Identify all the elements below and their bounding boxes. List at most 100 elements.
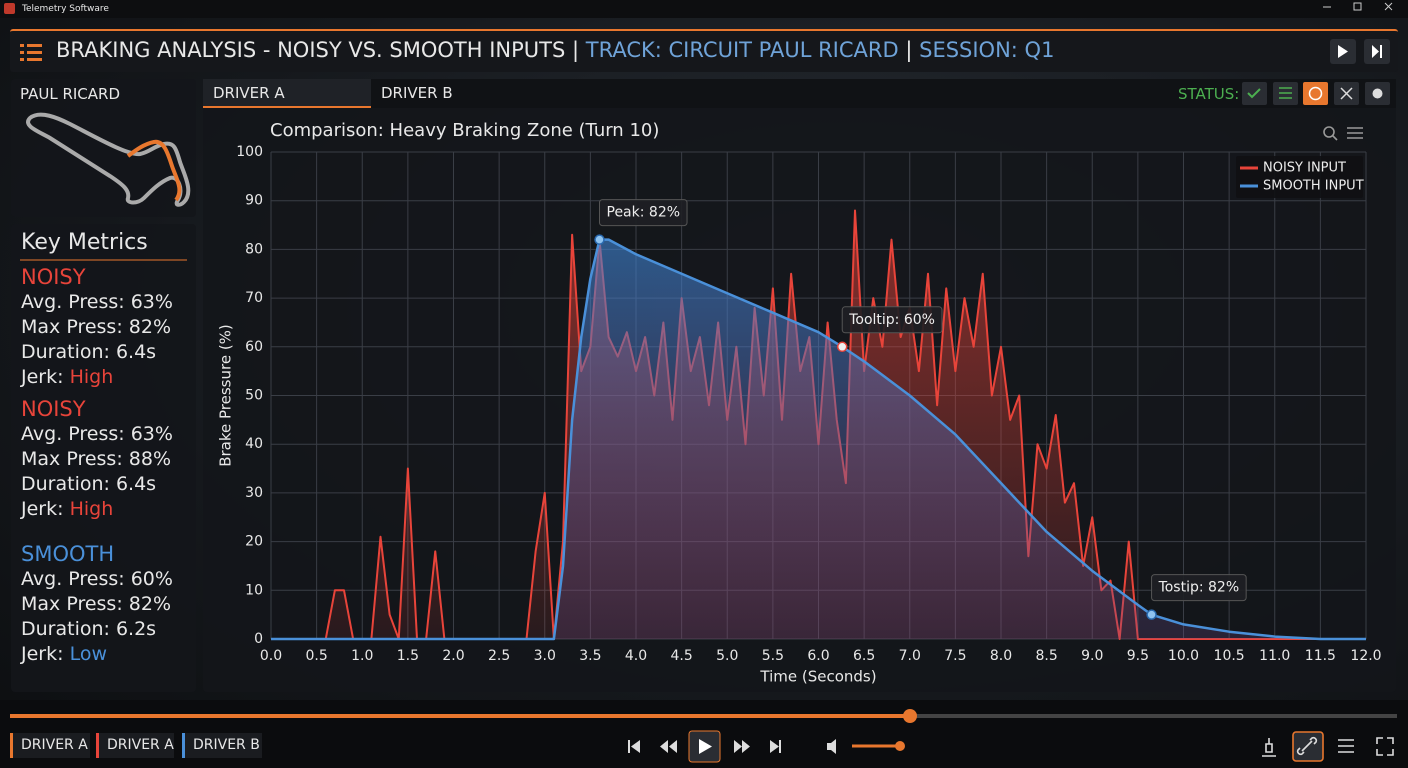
y-tick-label: 20	[245, 534, 263, 550]
annotation-text: Tooltip: 60%	[848, 312, 935, 328]
annotation-box	[599, 199, 688, 227]
track-map	[26, 112, 191, 207]
volume-handle[interactable]	[895, 741, 905, 751]
window-title: Telemetry Software	[22, 4, 109, 14]
title: BRAKING ANALYSIS - NOISY VS. SMOOTH INPU…	[56, 38, 566, 62]
x-tick-label: 3.0	[534, 648, 556, 664]
metric: Avg. Press: 63%	[21, 423, 173, 445]
title-bar: Telemetry Software	[0, 0, 1408, 18]
annotation-text: Peak: 82%	[607, 205, 681, 221]
jerk-label: Jerk:	[21, 498, 64, 520]
window-controls[interactable]	[1323, 2, 1393, 11]
header: BRAKING ANALYSIS - NOISY VS. SMOOTH INPU…	[10, 29, 1398, 72]
annotation-point	[836, 341, 848, 353]
y-tick-label: 80	[245, 241, 263, 257]
metric-group: NOISY Avg. Press: 63% Max Press: 88% Durati…	[21, 397, 173, 522]
x-tick-label: 10.5	[1214, 648, 1245, 664]
next-icon	[1372, 45, 1382, 58]
metric: Avg. Press: 63%	[21, 291, 173, 313]
metric: Duration: 6.4s	[21, 341, 157, 363]
tabs: DRIVER A DRIVER B STATUS:	[203, 79, 1396, 108]
metrics: Key Metrics NOISY Avg. Press: 63% Max Press…	[21, 230, 173, 667]
toolbar-icons[interactable]	[1262, 731, 1394, 762]
y-axis-label: Brake Pressure (%)	[217, 324, 235, 467]
x-tick-label: 7.0	[899, 648, 921, 664]
legend-box	[1236, 156, 1363, 198]
y-tick-label: 0	[254, 631, 263, 647]
x-tick-label: 6.0	[807, 648, 829, 664]
metric: Max Press: 88%	[21, 448, 171, 470]
x-tick-label: 1.5	[397, 648, 419, 664]
annotation: Peak: 82%	[599, 199, 688, 227]
legend: NOISY INPUT SMOOTH INPUT	[1236, 156, 1364, 198]
chart-title: Comparison: Heavy Braking Zone (Turn 10)	[270, 120, 659, 141]
status-icons[interactable]	[1242, 82, 1390, 105]
chip[interactable]: DRIVER A	[96, 733, 174, 758]
annotation-point	[1146, 609, 1157, 620]
group-name: NOISY	[21, 265, 86, 289]
separator: |	[905, 38, 913, 62]
annotation: Tostip: 82%	[1151, 574, 1247, 602]
metric-group: NOISY Avg. Press: 63% Max Press: 82% Durati…	[21, 265, 173, 390]
x-tick-label: 11.5	[1305, 648, 1336, 664]
x-tick-label: 12.0	[1350, 648, 1381, 664]
jerk: Jerk: High	[21, 497, 173, 522]
jerk-value: High	[69, 498, 114, 520]
chip[interactable]: DRIVER B	[182, 733, 262, 758]
transport-controls[interactable]	[628, 730, 836, 763]
x-tick-label: 5.5	[762, 648, 784, 664]
metric: Avg. Press: 60%	[21, 568, 173, 590]
jerk-label: Jerk:	[21, 643, 64, 665]
x-tick-label: 9.0	[1081, 648, 1103, 664]
x-tick-label: 10.0	[1168, 648, 1199, 664]
y-tick-label: 60	[245, 339, 263, 355]
x-tick-label: 0.5	[305, 648, 327, 664]
session: SESSION: Q1	[919, 38, 1055, 62]
y-tick-label: 40	[245, 436, 263, 452]
metric: Max Press: 82%	[21, 593, 171, 615]
y-tick-label: 30	[245, 485, 263, 501]
x-tick-label: 8.5	[1035, 648, 1057, 664]
tab[interactable]: DRIVER A	[203, 79, 371, 108]
y-tick-label: 50	[245, 388, 263, 404]
x-tick-label: 7.5	[944, 648, 966, 664]
jerk: Jerk: High	[21, 365, 173, 390]
metric-group: SMOOTH Avg. Press: 60% Max Press: 82% Durat…	[21, 542, 173, 667]
separator: |	[572, 38, 580, 62]
menu-icon[interactable]	[20, 44, 42, 61]
jerk-value: High	[69, 366, 114, 388]
header-title: BRAKING ANALYSIS - NOISY VS. SMOOTH INPU…	[56, 38, 1054, 62]
annotation-text: Tostip: 82%	[1158, 580, 1240, 596]
tab[interactable]: DRIVER B	[381, 84, 453, 102]
track-sector	[126, 139, 182, 202]
annotation: Tooltip: 60%	[841, 306, 943, 334]
metric: Duration: 6.4s	[21, 473, 157, 495]
x-tick-label: 4.5	[670, 648, 692, 664]
status-label: STATUS:	[1178, 85, 1240, 103]
track-name: PAUL RICARD	[20, 85, 121, 103]
x-tick-label: 3.5	[579, 648, 601, 664]
x-tick-label: 2.5	[488, 648, 510, 664]
metric: Max Press: 82%	[21, 316, 171, 338]
annotation-box	[841, 306, 943, 334]
x-axis-label: Time (Seconds)	[759, 668, 876, 686]
x-tick-label: 5.0	[716, 648, 738, 664]
chip[interactable]: DRIVER A	[10, 733, 90, 758]
annotation-box	[1151, 574, 1247, 602]
x-tick-label: 1.0	[351, 648, 373, 664]
legend-label: SMOOTH INPUT	[1263, 179, 1364, 194]
area	[271, 239, 1366, 639]
play-icon	[1338, 45, 1348, 58]
area	[271, 210, 1366, 639]
chart-tools[interactable]	[1323, 126, 1363, 141]
jerk-label: Jerk:	[21, 366, 64, 388]
metric: Duration: 6.2s	[21, 618, 157, 640]
y-tick-label: 70	[245, 290, 263, 306]
track: TRACK: CIRCUIT PAUL RICARD	[585, 38, 899, 62]
x-tick-label: 9.5	[1127, 648, 1149, 664]
timeline-handle[interactable]	[903, 709, 917, 723]
legend-label: NOISY INPUT	[1263, 161, 1346, 176]
group-name: NOISY	[21, 397, 86, 421]
